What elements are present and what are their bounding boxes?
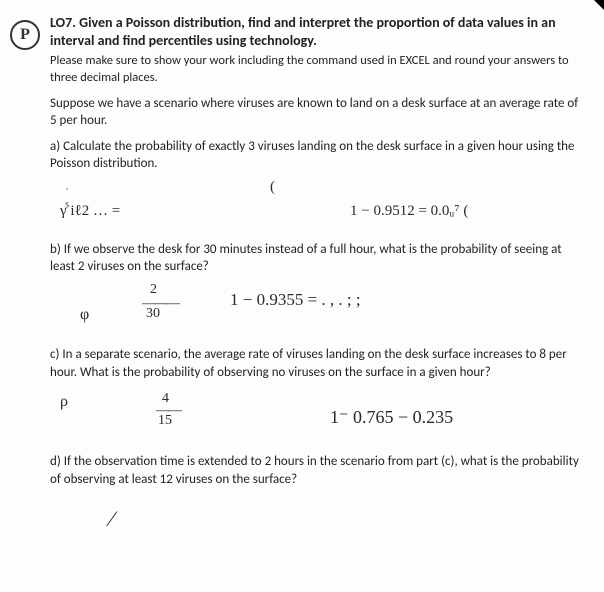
badge-letter: P	[10, 20, 40, 50]
lo7-title: LO7. Given a Poisson distribution, find …	[50, 14, 582, 49]
question-c: c) In a separate scenario, the average r…	[50, 346, 582, 381]
page-corner-fold	[588, 0, 604, 16]
work-c: ρ 4 —— 15 1⁻ 0.765 − 0.235	[50, 381, 582, 445]
text-a: Calculate the probability of exactly 3 v…	[50, 139, 574, 172]
label-c: c)	[50, 347, 59, 362]
scenario: Suppose we have a scenario where viruses…	[50, 95, 582, 130]
text-d: If the observation time is extended to 2…	[50, 454, 579, 487]
hand-a-right: 1 − 0.9512 = 0.0ᵤ⁷ (	[350, 203, 468, 220]
hand-b-eq: 1 − 0.9355 = . , . ; ;	[230, 290, 361, 310]
hand-b-y: φ	[80, 306, 89, 324]
hand-c-frac-bot: 15	[158, 413, 172, 429]
work-a: γ iℓ2 … = ( 1 − 0.9512 = 0.0ᵤ⁷ ( ˙⁵	[50, 173, 582, 233]
label-b: b)	[50, 242, 61, 257]
badge-letter-text: P	[20, 26, 30, 44]
work-b: φ 2 ——— 30 1 − 0.9355 = . , . ; ;	[50, 276, 582, 338]
instructions: Please make sure to show your work inclu…	[50, 53, 582, 87]
text-c: In a separate scenario, the average rate…	[50, 347, 567, 380]
hand-c-y: ρ	[60, 393, 68, 411]
hand-d-mark: ⁄	[110, 506, 114, 532]
question-b: b) If we observe the desk for 30 minutes…	[50, 241, 582, 276]
work-d: ⁄	[50, 488, 582, 528]
hand-b-frac-bot: 30	[146, 306, 160, 322]
question-a: a) Calculate the probability of exactly …	[50, 138, 582, 173]
hand-c-eq: 1⁻ 0.765 − 0.235	[330, 407, 453, 428]
label-d: d)	[50, 454, 61, 469]
label-a: a)	[50, 139, 60, 154]
question-d: d) If the observation time is extended t…	[50, 453, 582, 488]
text-b: If we observe the desk for 30 minutes in…	[50, 242, 562, 275]
